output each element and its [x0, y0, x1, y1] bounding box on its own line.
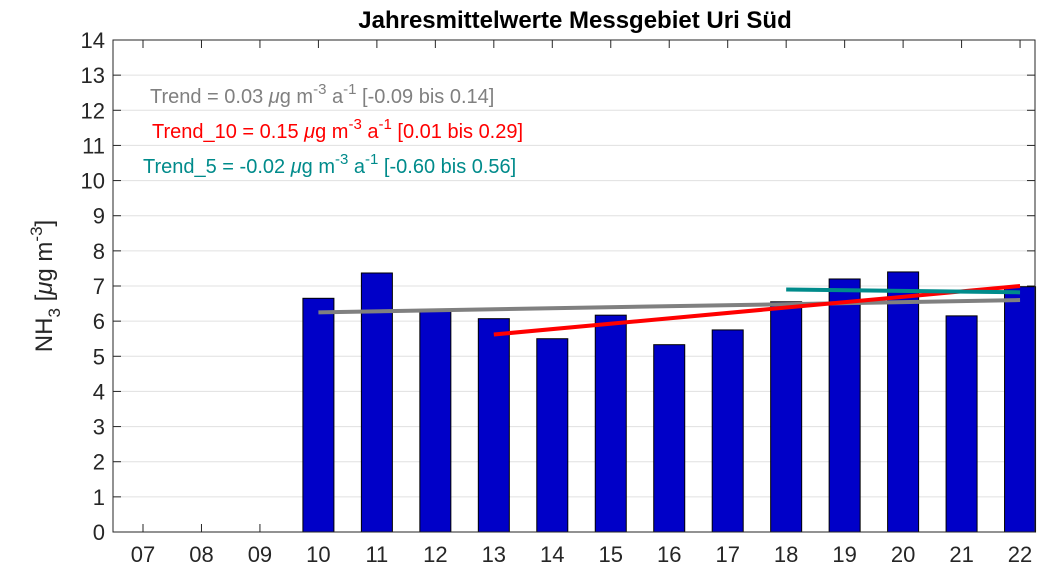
x-tick-label: 17 — [715, 542, 739, 567]
bar — [360, 272, 393, 533]
x-tick-label: 08 — [189, 542, 213, 567]
annotation-part: -3 — [335, 151, 348, 168]
annotation-part: [0.01 bis 0.29] — [392, 121, 523, 143]
x-tick-label: 12 — [423, 542, 447, 567]
x-tick-label: 11 — [365, 542, 388, 567]
y-axis-label-part: -3 — [27, 226, 46, 241]
bar — [477, 318, 510, 533]
annotation: Trend_10 = 0.15 μg m-3 a-1 [0.01 bis 0.2… — [152, 116, 523, 143]
x-tick-label: 15 — [599, 542, 623, 567]
annotation-part: -1 — [343, 81, 356, 98]
annotation-part: a — [348, 156, 366, 178]
annotation-part: [-0.60 bis 0.56] — [378, 156, 516, 178]
annotation-part: a — [362, 121, 380, 143]
y-tick-label: 14 — [81, 28, 105, 53]
x-tick-label: 22 — [1008, 542, 1032, 567]
y-axis-label-part: NH — [31, 318, 58, 353]
x-tick-label: 20 — [891, 542, 915, 567]
y-axis-label-part: 3 — [45, 308, 64, 317]
annotation-part: -3 — [348, 116, 361, 133]
annotation-part: -1 — [379, 116, 392, 133]
y-tick-label: 8 — [93, 239, 105, 264]
annotation-part: μ — [290, 156, 302, 178]
annotation: Trend = 0.03 μg m-3 a-1 [-0.09 bis 0.14] — [150, 81, 494, 108]
annotation-part: -1 — [365, 151, 378, 168]
annotation-part: μ — [303, 121, 315, 143]
y-tick-label: 1 — [93, 485, 105, 510]
bar — [770, 301, 803, 533]
y-tick-label: 2 — [93, 450, 105, 475]
y-axis-label-part: μ — [31, 282, 58, 296]
y-tick-label: 5 — [93, 344, 105, 369]
x-tick-label: 07 — [131, 542, 155, 567]
y-axis-label-part: [ — [31, 294, 58, 308]
y-tick-label: 0 — [93, 520, 105, 545]
bar — [945, 315, 978, 533]
annotation: Trend_5 = -0.02 μg m-3 a-1 [-0.60 bis 0.… — [143, 151, 516, 178]
x-tick-label: 14 — [540, 542, 564, 567]
y-tick-label: 13 — [81, 63, 105, 88]
y-axis-label: NH3 [μg m-3] — [27, 220, 64, 352]
y-tick-label: 11 — [82, 133, 105, 158]
annotation-part: g m — [302, 156, 335, 178]
annotation-part: Trend_5 = -0.02 — [143, 156, 291, 178]
bar — [828, 278, 861, 533]
bar — [419, 310, 452, 533]
x-tick-label: 10 — [306, 542, 330, 567]
y-tick-label: 12 — [81, 98, 105, 123]
bar — [653, 344, 686, 533]
x-tick-label: 18 — [774, 542, 798, 567]
bar — [594, 314, 627, 533]
x-tick-label: 19 — [832, 542, 856, 567]
chart-title: Jahresmittelwerte Messgebiet Uri Süd — [358, 7, 791, 34]
annotation-part: Trend_10 = 0.15 — [152, 121, 304, 143]
annotation-part: a — [326, 86, 344, 108]
trend-line — [786, 287, 1021, 295]
y-axis-label-part: ] — [31, 220, 58, 227]
x-tick-label: 16 — [657, 542, 681, 567]
annotation-part: μ — [268, 86, 280, 108]
trend-line — [318, 298, 1021, 315]
plot-frame — [112, 39, 1036, 533]
y-tick-label: 10 — [81, 169, 105, 194]
x-tick-label: 21 — [949, 542, 973, 567]
bar — [1004, 286, 1037, 533]
y-tick-label: 7 — [93, 274, 105, 299]
x-tick-label: 09 — [248, 542, 272, 567]
y-tick-label: 3 — [93, 415, 105, 440]
bar — [302, 297, 335, 533]
annotation-part: Trend = 0.03 — [150, 86, 269, 108]
trend-line — [493, 284, 1021, 337]
annotation-part: [-0.09 bis 0.14] — [356, 86, 494, 108]
x-tick-label: 13 — [482, 542, 506, 567]
annotation-part: -3 — [313, 81, 326, 98]
y-tick-label: 9 — [93, 204, 105, 229]
annotation-part: g m — [315, 121, 348, 143]
bar — [711, 329, 744, 533]
y-tick-label: 4 — [93, 379, 105, 404]
y-tick-label: 6 — [93, 309, 105, 334]
bar — [536, 338, 569, 533]
bar — [887, 271, 920, 533]
y-axis-label-part: g m — [31, 242, 58, 282]
annotation-part: g m — [280, 86, 313, 108]
